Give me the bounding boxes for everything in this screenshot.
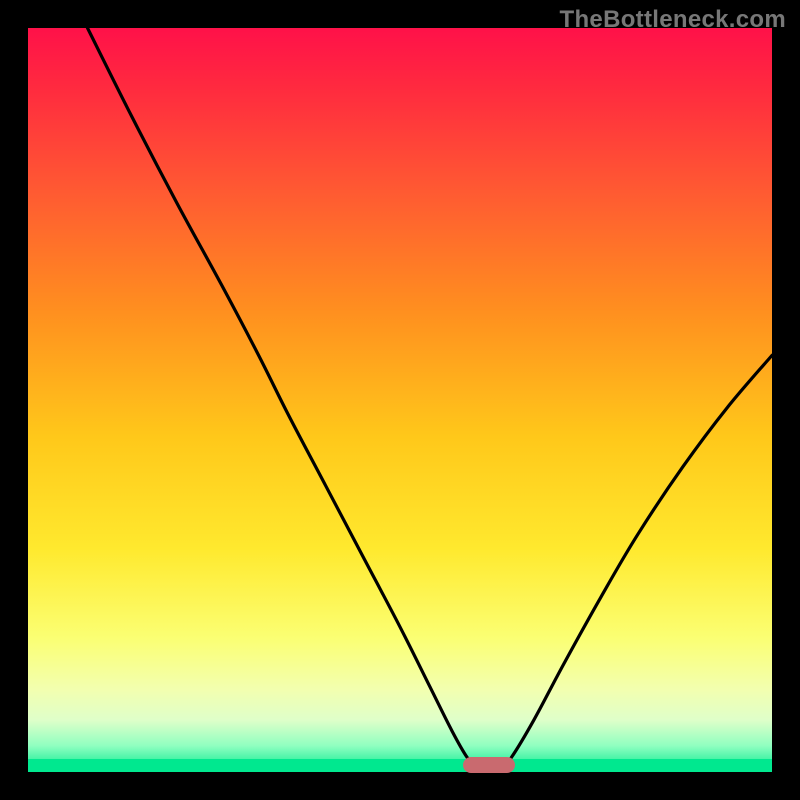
- attribution-watermark: TheBottleneck.com: [560, 6, 786, 34]
- bottleneck-curve: [28, 28, 772, 772]
- chart-frame: TheBottleneck.com: [0, 0, 800, 800]
- plot-area: [28, 28, 772, 772]
- optimal-marker-pill: [463, 757, 515, 773]
- plot-outer-border: [0, 0, 800, 800]
